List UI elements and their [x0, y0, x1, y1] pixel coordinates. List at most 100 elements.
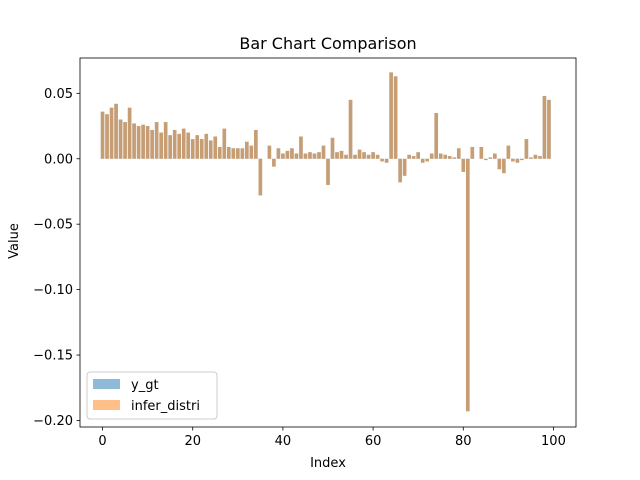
bar-infer_distri-39: [276, 148, 281, 159]
x-tick-label: 60: [365, 434, 382, 449]
bar-infer_distri-88: [497, 158, 502, 170]
bar-infer_distri-3: [114, 103, 118, 159]
bar-infer_distri-14: [163, 122, 168, 159]
legend-swatch-y_gt: [93, 379, 120, 389]
bar-infer_distri-16: [172, 129, 177, 159]
y-axis-label: Value: [7, 223, 22, 259]
bar-infer_distri-47: [312, 153, 317, 159]
bar-infer_distri-97: [538, 156, 542, 159]
bar-infer_distri-18: [181, 128, 186, 159]
bar-infer_distri-64: [389, 72, 393, 159]
bar-infer_distri-46: [308, 152, 312, 159]
bar-infer_distri-2: [109, 107, 114, 159]
bar-infer_distri-68: [407, 154, 411, 159]
bar-infer_distri-51: [330, 137, 335, 159]
bar-infer_distri-31: [240, 148, 245, 159]
legend: y_gt infer_distri: [86, 371, 218, 420]
bar-infer_distri-32: [245, 141, 249, 159]
bar-infer_distri-52: [335, 152, 339, 159]
bar-infer_distri-19: [186, 132, 191, 159]
x-tick-label: 100: [541, 434, 566, 449]
legend-label-y_gt: y_gt: [131, 378, 159, 393]
bar-infer_distri-40: [281, 153, 285, 159]
bar-infer_distri-82: [470, 146, 475, 159]
bar-infer_distri-65: [393, 76, 398, 159]
bar-infer_distri-89: [502, 158, 506, 174]
bar-infer_distri-99: [547, 99, 551, 159]
bar-infer_distri-71: [420, 158, 425, 163]
bar-infer_distri-91: [511, 158, 515, 162]
bar-infer_distri-70: [416, 152, 420, 159]
bar-infer_distri-75: [438, 153, 443, 159]
bar-infer_distri-98: [542, 95, 547, 159]
bar-infer_distri-13: [159, 132, 163, 159]
bar-infer_distri-34: [254, 129, 258, 159]
bar-infer_distri-66: [398, 158, 402, 183]
bar-infer_distri-62: [380, 158, 384, 162]
bar-infer_distri-85: [484, 158, 488, 161]
bar-infer_distri-6: [127, 107, 132, 159]
bar-infer_distri-10: [145, 126, 150, 159]
bar-infer_distri-78: [452, 157, 457, 159]
bar-infer_distri-22: [199, 139, 204, 159]
bar-infer_distri-7: [132, 123, 136, 159]
bar-infer_distri-0: [100, 111, 105, 159]
x-tick-label: 80: [455, 434, 472, 449]
bar-infer_distri-81: [465, 158, 470, 412]
bar-infer_distri-9: [141, 124, 145, 159]
y-tick-label: −0.20: [33, 414, 73, 429]
bar-infer_distri-56: [353, 154, 357, 159]
bar-infer_distri-12: [154, 122, 159, 159]
bar-infer_distri-87: [493, 153, 497, 159]
y-tick-label: −0.10: [33, 283, 73, 298]
y-tick-label: −0.05: [33, 218, 73, 233]
bar-infer_distri-38: [272, 158, 276, 167]
bar-infer_distri-94: [524, 139, 529, 159]
bar-infer_distri-26: [217, 146, 222, 159]
bar-infer_distri-60: [371, 152, 375, 159]
legend-swatch-infer_distri: [93, 400, 120, 410]
axes-group: 0 20 40 60 80 100 0.05 0.00 −0.05 −0.10 −0.15 −0.20: [33, 57, 577, 449]
bar-infer_distri-50: [326, 158, 330, 185]
bar-infer_distri-30: [236, 148, 240, 159]
bar-infer_distri-61: [375, 154, 380, 159]
bar-infer_distri-43: [294, 153, 299, 159]
bar-infer_distri-80: [461, 158, 466, 172]
bar-infer_distri-42: [290, 148, 294, 159]
series-infer_distri: [100, 72, 551, 412]
bar-infer_distri-72: [425, 158, 430, 162]
bar-infer_distri-58: [362, 152, 366, 159]
bar-infer_distri-41: [285, 150, 290, 159]
bar-infer_distri-55: [348, 99, 353, 159]
bar-infer_distri-25: [213, 136, 218, 159]
bar-infer_distri-11: [150, 129, 154, 159]
bars-group: [100, 72, 551, 412]
bar-infer_distri-37: [267, 145, 272, 159]
chart-title: Bar Chart Comparison: [239, 34, 416, 53]
bar-infer_distri-21: [195, 135, 200, 159]
bar-infer_distri-67: [402, 158, 407, 176]
x-tick-label: 40: [275, 434, 292, 449]
bar-infer_distri-24: [208, 140, 213, 159]
bar-infer_distri-17: [177, 133, 182, 159]
bar-infer_distri-76: [443, 154, 448, 159]
y-tick-label: 0.05: [44, 87, 73, 102]
bar-infer_distri-92: [515, 158, 520, 163]
bar-infer_distri-54: [344, 154, 348, 159]
bar-infer_distri-8: [136, 126, 141, 159]
plot-frame: [79, 57, 577, 428]
bar-infer_distri-77: [447, 156, 452, 159]
bar-infer_distri-35: [258, 158, 263, 196]
bar-infer_distri-95: [529, 157, 533, 159]
bar-infer_distri-1: [105, 114, 109, 159]
bar-infer_distri-33: [249, 145, 254, 159]
legend-label-infer_distri: infer_distri: [131, 399, 200, 414]
x-axis-label: Index: [310, 456, 346, 471]
x-tick-label: 20: [184, 434, 201, 449]
bar-infer_distri-29: [231, 148, 236, 159]
bar-infer_distri-79: [456, 148, 461, 159]
bar-infer_distri-28: [227, 146, 231, 159]
bar-infer_distri-5: [123, 122, 127, 159]
bar-infer_distri-27: [222, 128, 227, 159]
